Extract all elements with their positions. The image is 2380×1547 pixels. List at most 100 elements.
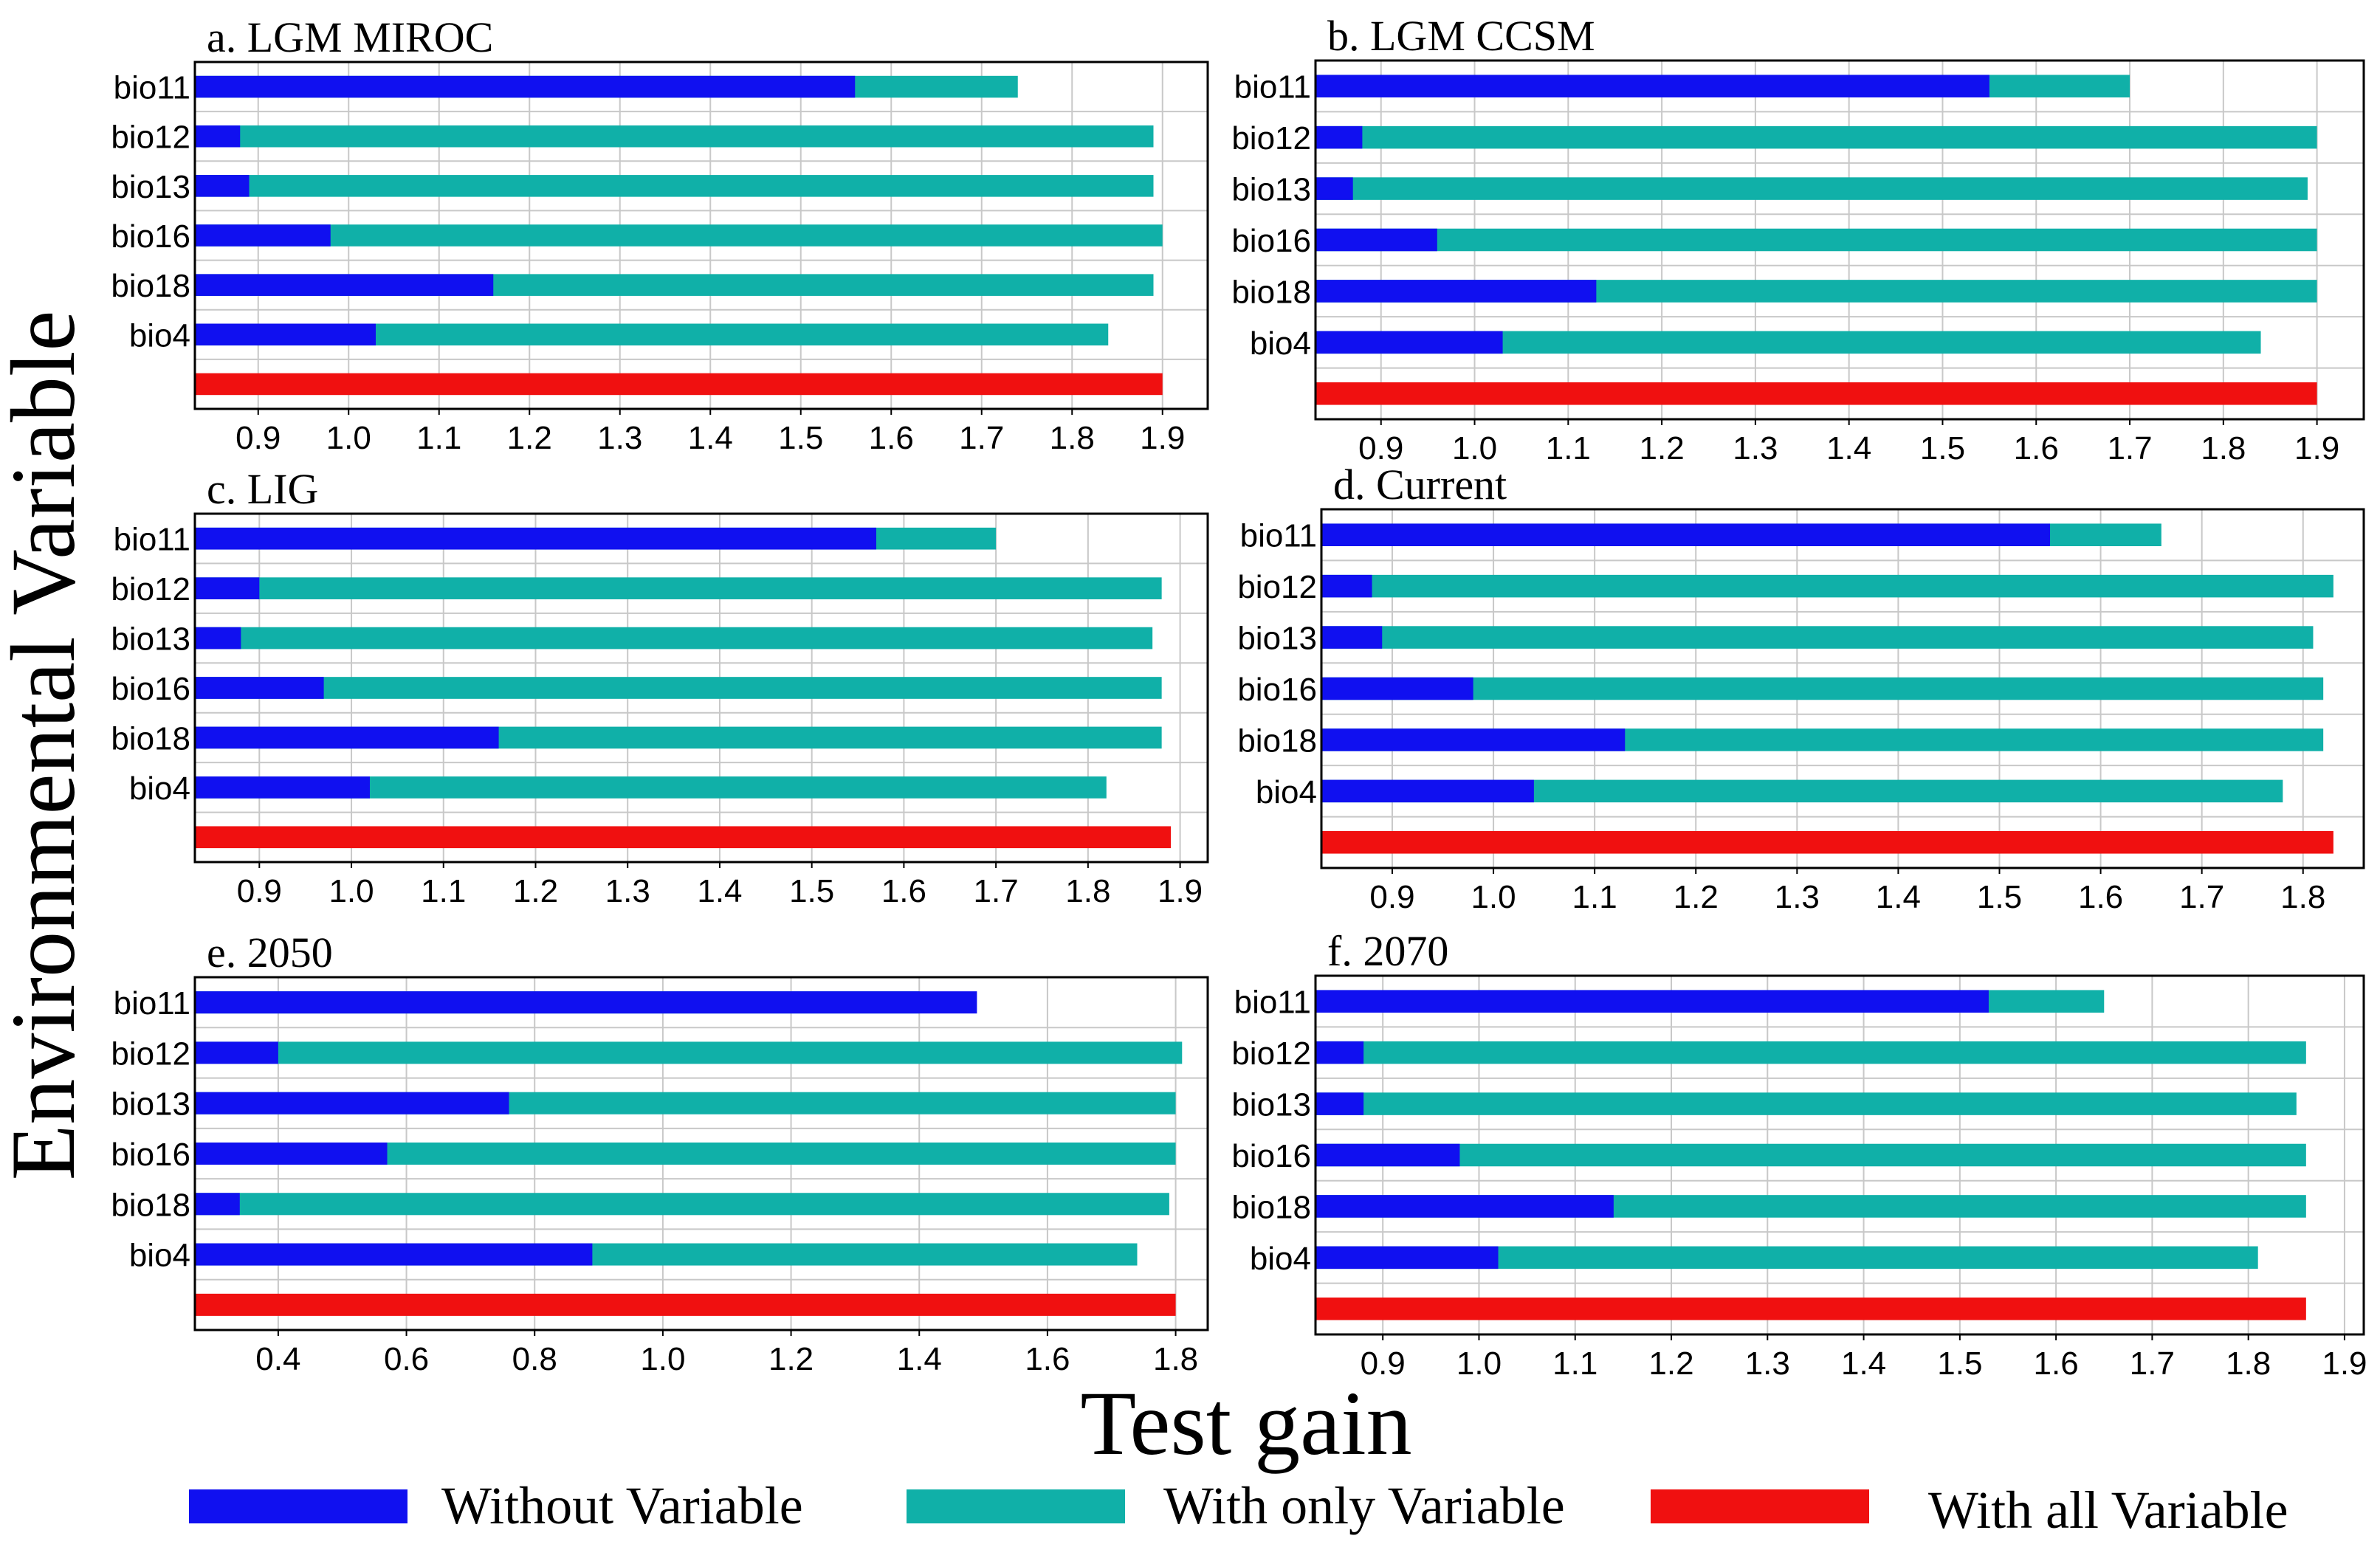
tick-label: 1.0: [1471, 879, 1516, 915]
tick-label: 1.1: [1546, 430, 1591, 466]
chart-panel: bio11 bio12 bio13 bio16 bio18 bio4 0.9 1.0 1.1 1.…: [111, 13, 1209, 456]
tick-label: 0.9: [235, 420, 281, 456]
category-label: bio13: [111, 169, 190, 205]
tick-label: 1.6: [2014, 430, 2059, 466]
panel-title: e. 2050: [207, 928, 333, 976]
tick-label: 0.4: [255, 1341, 300, 1377]
bar-with-only-variable: [1315, 177, 2308, 200]
bar-without-variable: [195, 527, 876, 550]
category-label: bio13: [1231, 172, 1311, 208]
category-label: bio16: [1237, 672, 1317, 708]
bar-without-variable: [1315, 1092, 1364, 1115]
chart-panel: bio11 bio12 bio13 bio16 bio18 bio4 0.9 1.0 1.1 1.…: [1231, 12, 2365, 466]
tick-label: 1.2: [768, 1341, 814, 1377]
category-label: bio13: [111, 621, 190, 658]
bar-without-variable: [195, 726, 499, 749]
legend-label-without: Without Variable: [441, 1476, 803, 1535]
bar-without-variable: [195, 1142, 388, 1165]
category-label: bio12: [1231, 120, 1311, 156]
bar-without-variable: [195, 1092, 509, 1114]
bar-with-all-variable: [195, 1293, 1176, 1316]
tick-label: 1.3: [1775, 879, 1820, 915]
tick-label: 0.6: [384, 1341, 429, 1377]
tick-label: 1.4: [688, 420, 733, 456]
bar-without-variable: [1315, 177, 1353, 200]
category-label: bio16: [111, 218, 190, 255]
tick-label: 1.7: [2130, 1346, 2175, 1382]
tick-label: 1.5: [778, 420, 823, 456]
bar-without-variable: [1315, 1195, 1614, 1218]
x-axis-label: Test gain: [1080, 1373, 1411, 1474]
tick-label: 1.6: [869, 420, 914, 456]
tick-label: 1.0: [640, 1341, 685, 1377]
plot-frame: [1314, 59, 2365, 421]
tick-label: 1.4: [697, 873, 742, 909]
tick-label: 1.1: [421, 873, 466, 909]
tick-label: 1.0: [326, 420, 371, 456]
bar-with-only-variable: [195, 577, 1162, 599]
bar-without-variable: [1315, 280, 1597, 303]
plot-frame: [193, 512, 1209, 864]
category-label: bio4: [129, 771, 190, 807]
bar-without-variable: [1315, 1143, 1460, 1167]
plot-frame: [193, 61, 1209, 410]
category-label: bio4: [1250, 1241, 1311, 1277]
category-label: bio4: [129, 317, 190, 354]
bar-with-only-variable: [195, 175, 1154, 197]
category-label: bio4: [1250, 325, 1311, 362]
tick-label: 1.5: [1937, 1346, 1982, 1382]
bar-without-variable: [1321, 779, 1534, 803]
legend: Without Variable With only Variable With…: [189, 1476, 2288, 1540]
bar-without-variable: [195, 274, 494, 296]
bar-without-variable: [1315, 990, 1989, 1013]
tick-label: 1.2: [513, 873, 558, 909]
panel-title: b. LGM CCSM: [1327, 12, 1595, 60]
bar-with-all-variable: [1315, 382, 2317, 405]
bar-with-all-variable: [1315, 1298, 2306, 1320]
category-label: bio11: [1234, 985, 1311, 1021]
bar-with-all-variable: [195, 826, 1172, 849]
panel-title: f. 2070: [1327, 927, 1448, 975]
bar-without-variable: [195, 224, 331, 247]
bar-with-only-variable: [1321, 626, 2314, 649]
tick-label: 1.2: [1674, 879, 1719, 915]
category-label: bio12: [1231, 1036, 1311, 1072]
category-label: bio12: [1237, 569, 1317, 605]
tick-label: 1.4: [897, 1341, 942, 1377]
tick-label: 0.9: [1369, 879, 1414, 915]
bar-with-only-variable: [195, 224, 1163, 247]
tick-label: 1.4: [1841, 1346, 1886, 1382]
tick-label: 1.2: [507, 420, 552, 456]
category-label: bio13: [1237, 621, 1317, 657]
bar-with-only-variable: [195, 125, 1154, 148]
category-label: bio12: [111, 120, 190, 156]
category-label: bio18: [111, 268, 190, 304]
legend-swatch-with-only: [907, 1489, 1125, 1523]
chart-panel: bio11 bio12 bio13 bio16 bio18 bio4 0.4 0.6 0.8 1.…: [111, 928, 1209, 1377]
bar-without-variable: [1321, 677, 1473, 700]
tick-label: 1.7: [959, 420, 1004, 456]
bar-without-variable: [1315, 1246, 1499, 1269]
bar-without-variable: [195, 175, 250, 197]
bar-without-variable: [1321, 523, 2051, 546]
bar-without-variable: [195, 776, 370, 799]
tick-label: 1.0: [1452, 430, 1497, 466]
bar-without-variable: [195, 627, 241, 650]
bar-with-only-variable: [195, 677, 1162, 699]
category-label: bio11: [114, 985, 190, 1021]
bar-without-variable: [1321, 728, 1626, 751]
category-label: bio18: [1237, 723, 1317, 759]
bar-without-variable: [1321, 626, 1383, 649]
chart-panel: bio11 bio12 bio13 bio16 bio18 bio4 0.9 1.0 1.1 1.…: [1231, 927, 2367, 1382]
bar-without-variable: [1315, 1041, 1364, 1064]
tick-label: 1.3: [605, 873, 650, 909]
bar-without-variable: [195, 125, 241, 148]
category-label: bio18: [111, 720, 190, 757]
tick-label: 1.2: [1640, 430, 1685, 466]
bar-with-only-variable: [1315, 1041, 2306, 1064]
bar-without-variable: [195, 577, 260, 599]
tick-label: 1.5: [1920, 430, 1965, 466]
tick-label: 1.7: [2179, 879, 2224, 915]
bar-with-only-variable: [1321, 574, 2333, 598]
